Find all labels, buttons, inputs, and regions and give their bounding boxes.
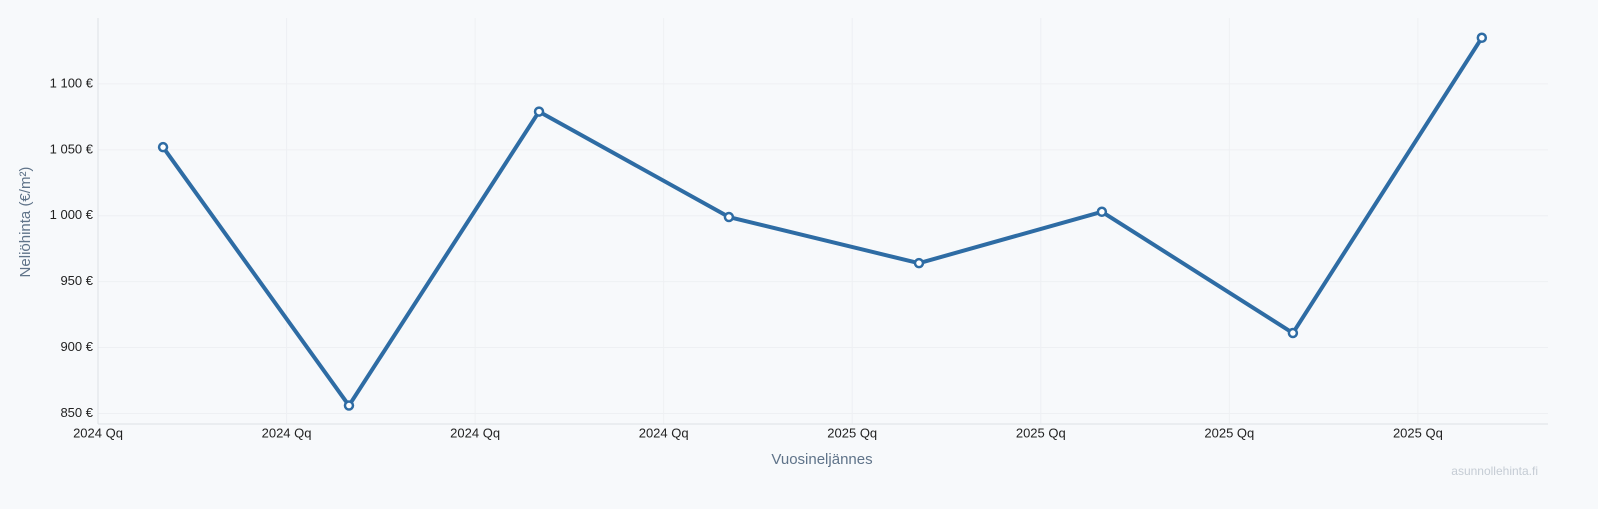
y-tick-label: 850 € [60, 405, 93, 420]
x-tick-label: 2025 Qq [1016, 425, 1066, 440]
y-tick-label: 1 000 € [50, 207, 94, 222]
point [343, 400, 355, 411]
y-tick-label: 1 050 € [50, 141, 94, 156]
point [1476, 32, 1488, 44]
y-tick-label: 1 100 € [50, 75, 94, 90]
point [1287, 327, 1299, 339]
x-tick-label: 2024 Qq [73, 425, 123, 440]
x-tick-label: 2025 Qq [1393, 425, 1443, 440]
point [533, 106, 545, 117]
line [161, 36, 1484, 408]
x-tick-label: 2024 Qq [450, 425, 500, 440]
y-axis-title: Neliöhinta (€/m²) [17, 167, 34, 278]
x-tick-label: 2025 Qq [827, 425, 877, 440]
x-tick-label: 2024 Qq [639, 425, 689, 440]
x-axis-title: Vuosineljännes [771, 451, 872, 468]
point [723, 211, 735, 223]
point [1096, 206, 1108, 218]
point [157, 141, 169, 153]
x-tick-label: 2025 Qq [1204, 425, 1254, 440]
y-tick-label: 900 € [60, 339, 93, 354]
x-tick-label: 2024 Qq [262, 425, 312, 440]
watermark: asunnollehinta.fi [1451, 464, 1538, 478]
y-tick-label: 950 € [60, 273, 93, 288]
point [913, 257, 925, 269]
